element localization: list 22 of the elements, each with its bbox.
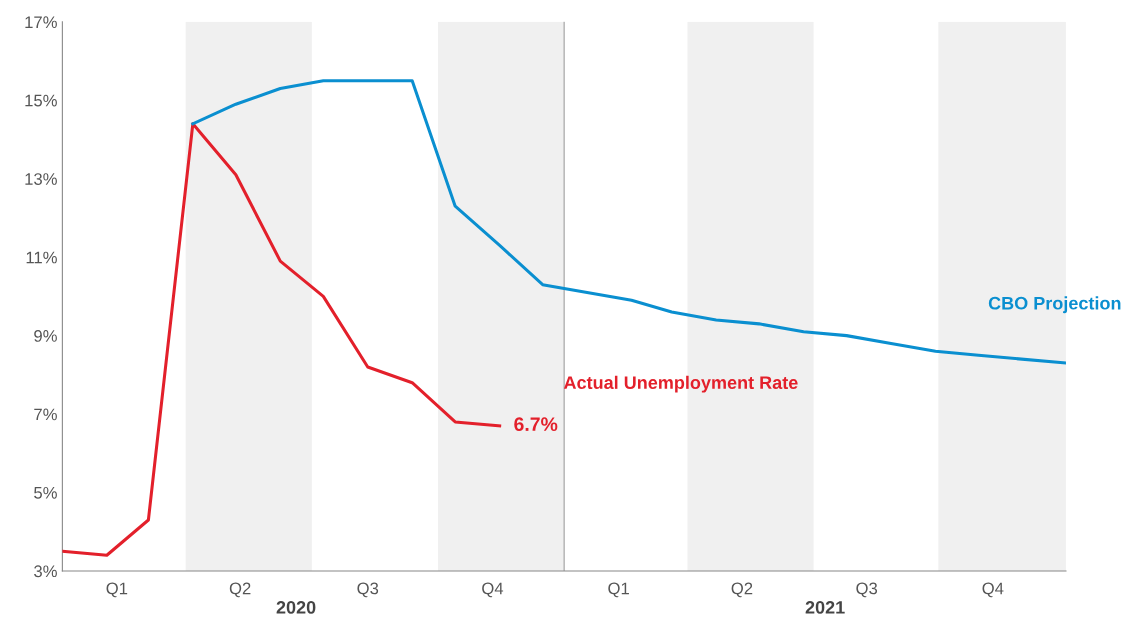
text: Actual Unemployment Rate [563, 375, 798, 393]
y-tick-label: 3% [34, 565, 57, 578]
x-tick-label: Q4 [482, 582, 504, 598]
y-tick-label: 7% [34, 408, 57, 421]
x-tick-label: Q3 [357, 582, 379, 598]
x-tick-label: Q1 [608, 582, 629, 598]
x-tick-label: Q2 [229, 582, 251, 598]
text: CBO Projection [988, 296, 1121, 314]
data-label: 6.7% [514, 417, 558, 432]
x2-tick-label: 2020 [276, 601, 316, 614]
x-tick-label: Q2 [731, 582, 753, 598]
y-tick-label: 11% [26, 251, 57, 264]
y-tick-label: 13% [25, 173, 57, 185]
x-tick-label: Q4 [982, 582, 1004, 598]
line-series [62, 122, 502, 557]
x2-tick-label: 2021 [805, 601, 845, 614]
y-tick-label: 17% [25, 16, 57, 28]
x-tick-label: Q1 [106, 582, 128, 598]
x-tick-label: Q3 [856, 582, 878, 598]
y-tick-label: 15% [25, 94, 57, 107]
y-tick-label: 9% [34, 330, 57, 342]
y-tick-label: 5% [34, 486, 57, 499]
